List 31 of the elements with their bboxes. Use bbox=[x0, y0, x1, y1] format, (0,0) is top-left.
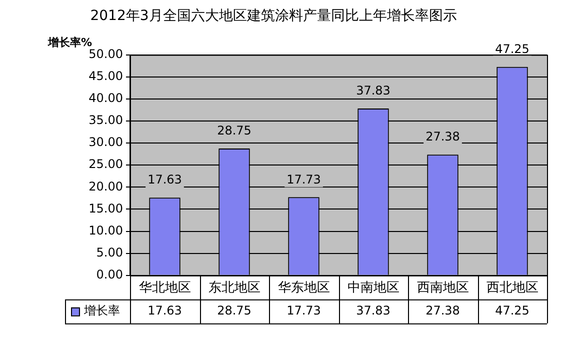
x-tick-label: 华北地区 bbox=[138, 280, 191, 296]
y-tick-label: 10.00 bbox=[88, 223, 123, 238]
annotation: 17.73 bbox=[286, 172, 321, 186]
chart-title: 2012年3月全国六大地区建筑涂料产量同比上年增长率图示 bbox=[90, 8, 457, 24]
x-tick-label: 中南地区 bbox=[347, 280, 400, 296]
y-tick-label: 45.00 bbox=[88, 68, 123, 83]
y-tick-label: 35.00 bbox=[88, 113, 123, 128]
y-tick-label: 40.00 bbox=[88, 91, 123, 106]
data-label: 37.83 bbox=[356, 304, 390, 318]
y-tick-label: 30.00 bbox=[88, 135, 123, 150]
data-label: 27.38 bbox=[426, 304, 460, 318]
data-label: 47.25 bbox=[495, 304, 530, 318]
data-label: 17.73 bbox=[286, 304, 321, 318]
x-tick-label: 东北地区 bbox=[208, 280, 260, 296]
x-tick-label: 西南地区 bbox=[416, 280, 469, 296]
y-tick-label: 20.00 bbox=[88, 179, 123, 194]
annotation: 17.63 bbox=[148, 172, 182, 187]
data-label: 28.75 bbox=[217, 304, 252, 318]
y-tick-label: 5.00 bbox=[96, 245, 123, 260]
y-axis-title: 增长率% bbox=[47, 36, 92, 50]
y-tick-label: 50.00 bbox=[88, 46, 123, 61]
annotation: 37.83 bbox=[356, 84, 390, 98]
annotation: 27.38 bbox=[426, 130, 460, 144]
data-label: 17.63 bbox=[148, 304, 182, 318]
annotation: 47.25 bbox=[495, 42, 530, 56]
x-tick-label: 华东地区 bbox=[278, 280, 330, 296]
y-tick-label: 0.00 bbox=[96, 268, 123, 282]
y-tick-label: 25.00 bbox=[88, 157, 123, 172]
x-tick-label: 西北地区 bbox=[486, 280, 538, 296]
y-tick-label: 15.00 bbox=[88, 201, 123, 216]
annotation: 28.75 bbox=[217, 124, 252, 138]
